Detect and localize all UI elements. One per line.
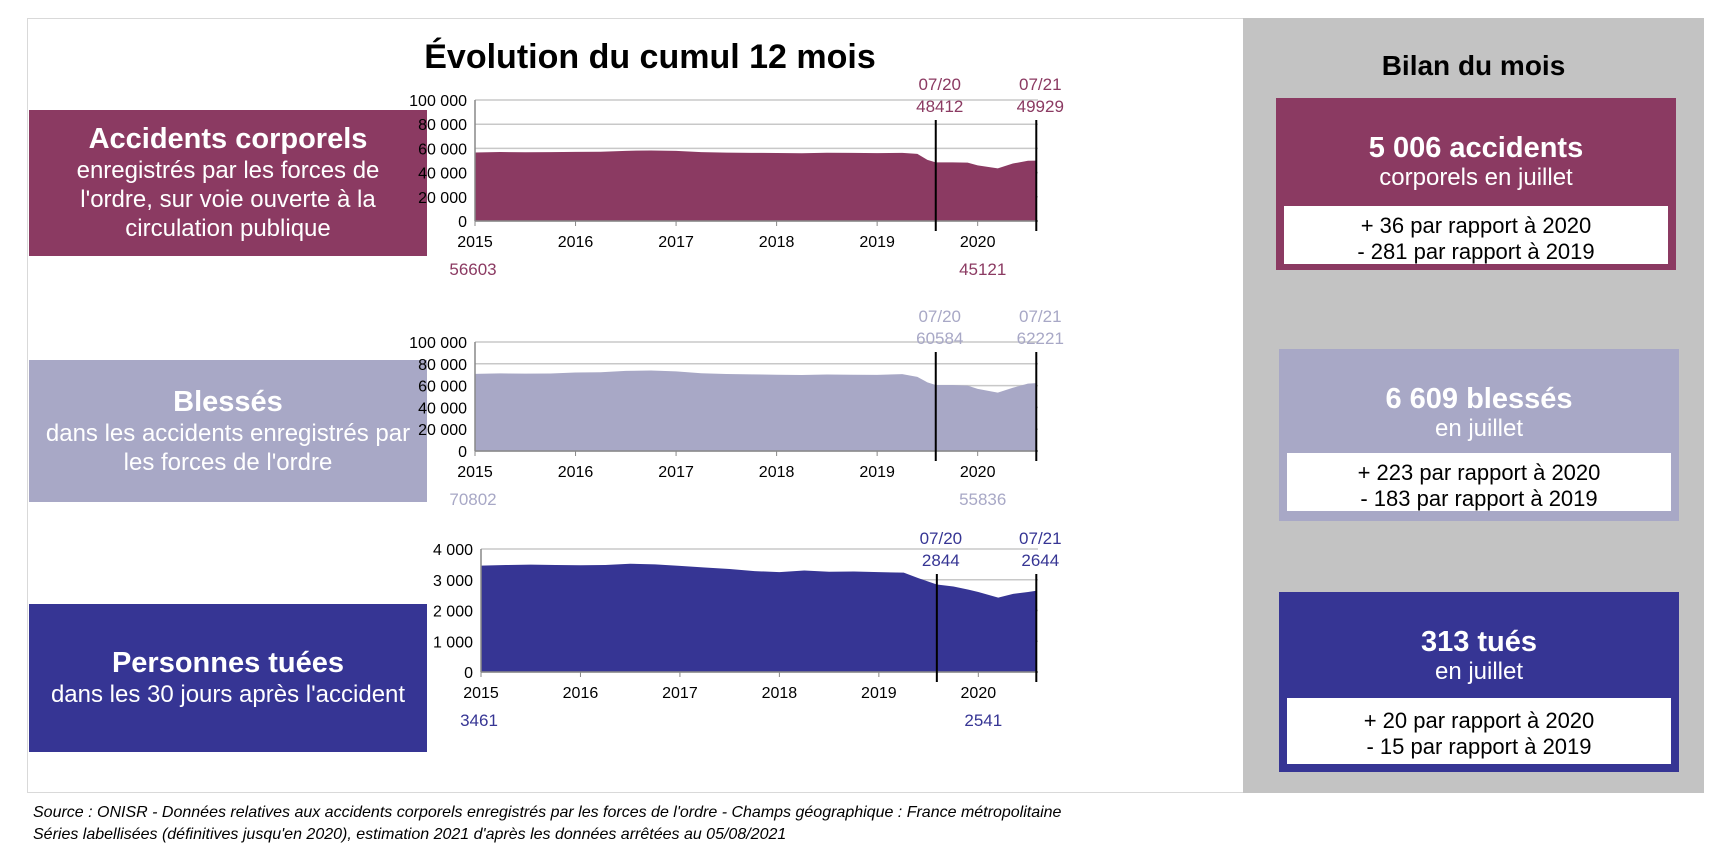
- tues-marker-value: 2844: [922, 551, 960, 570]
- tues-y-tick-label: 4 000: [433, 542, 473, 559]
- bilan-tues-vs-2019: - 15 par rapport à 2019: [1366, 734, 1592, 759]
- bilan-tues-sub: en juillet: [1434, 658, 1524, 685]
- blesses-area-series: [475, 370, 1037, 451]
- accidents-marker-value: 48412: [916, 97, 963, 116]
- tues-marker-value: 2644: [1021, 551, 1059, 570]
- bilan-blesses-vs-2019: - 183 par rapport à 2019: [1360, 486, 1598, 511]
- bilan-blesses-vs-2020: + 223 par rapport à 2020: [1357, 460, 1601, 485]
- footer-source: Source : ONISR - Données relatives aux a…: [33, 804, 1062, 821]
- accidents-marker-date: 07/20: [918, 75, 961, 94]
- page-title: Évolution du cumul 12 mois: [424, 38, 876, 76]
- accidents-marker-value: 49929: [1017, 97, 1064, 116]
- bilan-accidents-headline: 5 006 accidents: [1368, 132, 1584, 164]
- blesses-x-tick-label: 2016: [558, 464, 594, 481]
- bilan-accidents-sub: corporels en juillet: [1379, 164, 1573, 191]
- chart-blesses-svg: 100 000 80 000 60 000 40 000 20 000 0 2015 2016…: [409, 307, 1064, 509]
- label-blesses-title: Blessés: [173, 385, 283, 418]
- bilan-accidents-vs-2019: - 281 par rapport à 2019: [1357, 239, 1595, 264]
- accidents-y-tick-label: 80 000: [418, 117, 467, 134]
- accidents-x-tick-label: 2017: [658, 234, 694, 251]
- accidents-min-value: 45121: [959, 260, 1006, 279]
- blesses-marker-value: 60584: [916, 329, 963, 348]
- bilan-blesses-comparison: + 223 par rapport à 2020 - 183 par rappo…: [1287, 453, 1671, 511]
- blesses-y-tick-label: 80 000: [418, 357, 467, 374]
- footer-note: Séries labellisées (définitives jusqu'en…: [33, 826, 787, 843]
- label-blesses: Blessés dans les accidents enregistrés p…: [29, 360, 427, 502]
- sidebar-bilan: Bilan du mois 5 006 accidents corporels …: [1243, 18, 1704, 793]
- blesses-x-tick-label: 2020: [960, 464, 996, 481]
- chart-tues-svg: 4 000 3 000 2 000 1 000 0 2015 2016 2017 2018 201…: [433, 529, 1062, 730]
- accidents-y-tick-label: 100 000: [409, 93, 467, 110]
- blesses-x-tick-label: 2018: [759, 464, 795, 481]
- label-accidents: Accidents corporels enregistrés par les …: [29, 110, 427, 256]
- tues-x-tick-label: 2018: [762, 685, 798, 702]
- accidents-start-value: 56603: [449, 260, 496, 279]
- blesses-x-tick-label: 2019: [859, 464, 895, 481]
- bilan-tues-comparison: + 20 par rapport à 2020 - 15 par rapport…: [1287, 698, 1671, 764]
- blesses-x-tick-label: 2017: [658, 464, 694, 481]
- bilan-accidents-vs-2020: + 36 par rapport à 2020: [1360, 213, 1592, 238]
- bilan-card-accidents: 5 006 accidents corporels en juillet + 3…: [1276, 98, 1676, 270]
- blesses-marker-value: 62221: [1017, 329, 1064, 348]
- tues-marker-date: 07/20: [920, 529, 963, 548]
- bilan-tues-headline: 313 tués: [1420, 626, 1538, 658]
- tues-x-tick-label: 2015: [463, 685, 499, 702]
- chart-blesses: 100 000 80 000 60 000 40 000 20 000 0 2015 2016…: [409, 307, 1170, 550]
- chart-accidents-svg: 100 000 80 000 60 000 40 000 20 000 0 2015 2016…: [409, 75, 1064, 279]
- blesses-y-tick-label: 60 000: [418, 379, 467, 396]
- tues-y-tick-label: 1 000: [433, 634, 473, 651]
- bilan-tues-vs-2020: + 20 par rapport à 2020: [1363, 708, 1595, 733]
- accidents-area-series: [475, 150, 1037, 221]
- tues-y-tick-label: 0: [464, 665, 473, 682]
- blesses-y-tick-label: 100 000: [409, 335, 467, 352]
- tues-x-tick-label: 2016: [563, 685, 599, 702]
- accidents-x-tick-label: 2019: [859, 234, 895, 251]
- sidebar-title: Bilan du mois: [1381, 50, 1566, 81]
- tues-x-tick-label: 2017: [662, 685, 698, 702]
- blesses-min-value: 55836: [959, 490, 1006, 509]
- accidents-marker-date: 07/21: [1019, 75, 1062, 94]
- accidents-y-tick-label: 0: [458, 214, 467, 231]
- tues-x-tick-label: 2019: [861, 685, 897, 702]
- tues-min-value: 2541: [964, 711, 1002, 730]
- tues-y-tick-label: 2 000: [433, 604, 473, 621]
- tues-marker-date: 07/21: [1019, 529, 1062, 548]
- label-accidents-title: Accidents corporels: [88, 123, 368, 155]
- tues-area-series: [481, 563, 1037, 672]
- bilan-blesses-headline: 6 609 blessés: [1385, 383, 1573, 415]
- blesses-y-tick-label: 0: [458, 444, 467, 461]
- blesses-x-tick-label: 2015: [457, 464, 493, 481]
- accidents-x-tick-label: 2020: [960, 234, 996, 251]
- bilan-card-tues: 313 tués en juillet + 20 par rapport à 2…: [1279, 592, 1679, 772]
- accidents-y-tick-label: 60 000: [418, 141, 467, 158]
- bilan-accidents-comparison: + 36 par rapport à 2020 - 281 par rappor…: [1284, 206, 1668, 264]
- accidents-x-tick-label: 2015: [457, 234, 493, 251]
- blesses-marker-date: 07/20: [918, 307, 961, 326]
- accidents-y-tick-label: 20 000: [418, 190, 467, 207]
- tues-y-tick-label: 3 000: [433, 573, 473, 590]
- bilan-card-blesses: 6 609 blessés en juillet + 223 par rappo…: [1279, 349, 1679, 521]
- blesses-marker-date: 07/21: [1019, 307, 1062, 326]
- blesses-start-value: 70802: [449, 490, 496, 509]
- blesses-y-tick-label: 20 000: [418, 422, 467, 439]
- bilan-blesses-sub: en juillet: [1434, 415, 1524, 442]
- accidents-x-tick-label: 2018: [759, 234, 795, 251]
- label-tues-title: Personnes tuées: [111, 647, 345, 679]
- label-blesses-subtitle: dans les accidents enregistrés par les f…: [45, 419, 411, 476]
- label-tues-subtitle: dans les 30 jours après l'accident: [50, 681, 406, 708]
- chart-accidents: 100 000 80 000 60 000 40 000 20 000 0 2015 2016…: [409, 75, 1170, 306]
- tues-start-value: 3461: [460, 711, 498, 730]
- label-accidents-subtitle: enregistrés par les forces de l'ordre, s…: [76, 157, 380, 242]
- label-tues: Personnes tuées dans les 30 jours après …: [29, 604, 427, 752]
- blesses-y-tick-label: 40 000: [418, 400, 467, 417]
- tues-x-tick-label: 2020: [961, 685, 997, 702]
- accidents-x-tick-label: 2016: [558, 234, 594, 251]
- chart-tues: 4 000 3 000 2 000 1 000 0 2015 2016 2017 2018 201…: [430, 529, 1170, 794]
- accidents-y-tick-label: 40 000: [418, 166, 467, 183]
